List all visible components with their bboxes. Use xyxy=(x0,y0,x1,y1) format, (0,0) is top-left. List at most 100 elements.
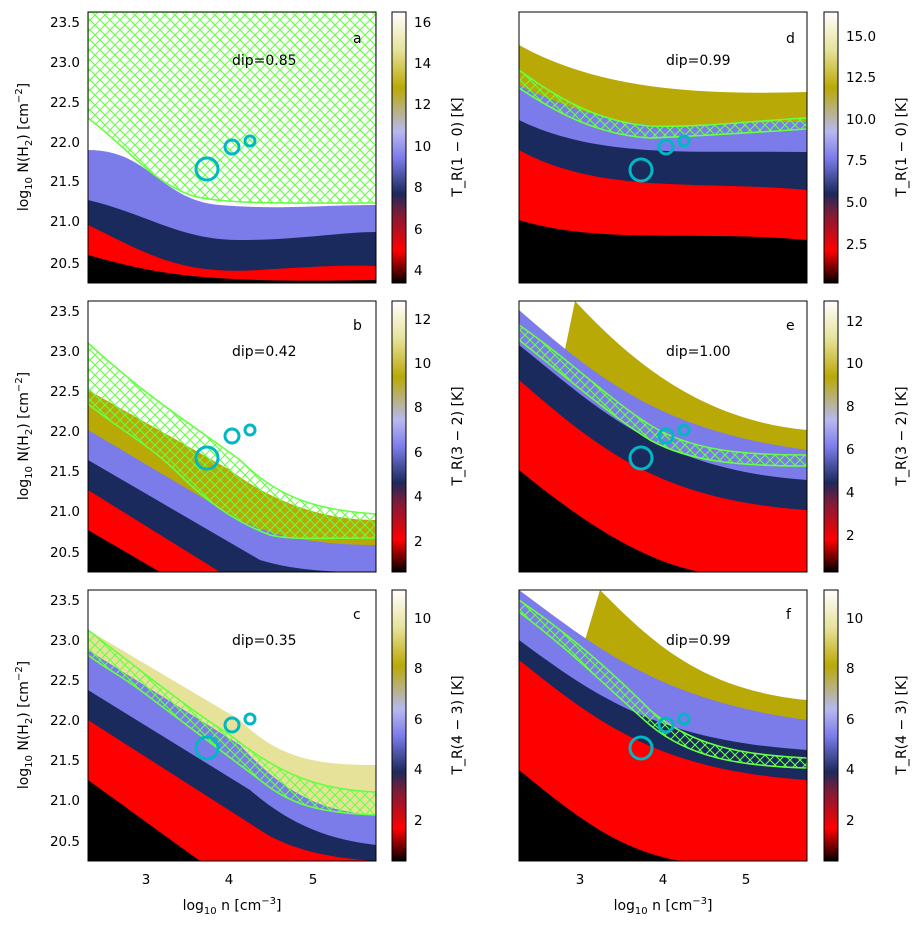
cbar-tick: 2.5 xyxy=(846,237,867,253)
x-axis-label-right: log10 n [cm−3] xyxy=(614,896,713,917)
x-axis-label-left: log10 n [cm−3] xyxy=(183,896,282,917)
panel-letter-c: c xyxy=(353,607,361,623)
xtick-label: 4 xyxy=(225,872,234,888)
panel-f: dip=0.99 f 3 4 5 2 4 6 8 10 T_R(4 − 3) [… xyxy=(518,589,910,888)
ytick-label: 22.0 xyxy=(50,135,80,151)
hatch-band-b xyxy=(88,341,376,540)
heatmap-e-field-5 xyxy=(519,470,700,572)
panel-letter-d: d xyxy=(786,31,795,47)
dip-label-a: dip=0.85 xyxy=(232,53,297,69)
hatch-band-a xyxy=(88,12,376,204)
circle-large-e xyxy=(628,445,654,471)
heatmap-a-field-3 xyxy=(88,225,376,283)
panel-letter-a: a xyxy=(353,31,362,47)
circles-a xyxy=(194,134,257,182)
cbar-tick: 4 xyxy=(414,489,423,505)
panel-b: dip=0.42 b 20.5 21.0 21.5 22.0 22.5 23.0… xyxy=(50,300,466,573)
axes-frame-f xyxy=(518,589,808,862)
cbar-tick: 8 xyxy=(414,400,423,416)
colorbar-b-bar xyxy=(391,300,407,573)
panel-letter-b: b xyxy=(353,318,362,334)
dip-label-b: dip=0.42 xyxy=(232,344,297,360)
ytick-label: 21.0 xyxy=(50,214,80,230)
axes-frame-e xyxy=(518,300,808,573)
heatmap-d-field-5 xyxy=(519,220,807,283)
hatch-band-e xyxy=(519,324,807,467)
circle-small-a xyxy=(243,134,257,148)
cbar-tick: 4 xyxy=(846,485,855,501)
cbar-tick: 6 xyxy=(414,222,423,238)
colorbar-label-f: T_R(4 − 3) [K] xyxy=(894,675,910,775)
ytick-label: 21.0 xyxy=(50,504,80,520)
y-axis-label-c: log10 N(H2) [cm−2] xyxy=(14,661,35,789)
circles-b xyxy=(194,423,257,471)
cbar-tick: 12 xyxy=(414,312,431,328)
panel-d: dip=0.99 d 2.5 5.0 7.5 10.0 12.5 15.0 T_… xyxy=(518,11,910,284)
cbar-tick: 10 xyxy=(414,139,431,155)
hatch-band-d xyxy=(519,69,807,139)
yticks-b: 20.5 21.0 21.5 22.0 22.5 23.0 23.5 xyxy=(50,304,80,561)
colorbar-e-bar xyxy=(823,300,839,573)
xticks-c: 3 4 5 xyxy=(142,872,318,888)
ytick-label: 22.5 xyxy=(50,95,80,111)
xtick-label: 5 xyxy=(742,872,751,888)
heatmap-c-field-5 xyxy=(88,780,200,861)
heatmap-f-field-4 xyxy=(519,660,807,861)
colorbar-b: 2 4 6 8 10 12 T_R(3 − 2) [K] xyxy=(391,300,466,573)
cbar-tick: 8 xyxy=(846,399,855,415)
heatmap-b-field-5 xyxy=(88,530,160,572)
circle-large-d xyxy=(628,157,654,183)
heatmap-a-field-4 xyxy=(88,255,376,283)
panel-a: dip=0.85 a 20.5 21.0 21.5 22.0 22.5 23.0… xyxy=(50,11,466,284)
cbar-tick: 6 xyxy=(414,712,423,728)
cbar-tick: 10 xyxy=(414,356,431,372)
cbar-tick: 15.0 xyxy=(846,29,876,45)
yticks-c: 20.5 21.0 21.5 22.0 22.5 23.0 23.5 xyxy=(50,593,80,850)
cbar-tick: 2 xyxy=(414,813,423,829)
cbar-tick: 12 xyxy=(846,314,863,330)
cbar-tick: 16 xyxy=(414,15,431,31)
circle-small-b xyxy=(243,423,257,437)
cbar-tick: 10.0 xyxy=(846,112,876,128)
xtick-label: 3 xyxy=(142,872,151,888)
cbar-tick: 2 xyxy=(846,528,855,544)
cbar-tick: 10 xyxy=(414,611,431,627)
xtick-label: 4 xyxy=(659,872,668,888)
cbar-tick: 6 xyxy=(846,442,855,458)
circle-small-c xyxy=(243,712,257,726)
colorbar-label-a: T_R(1 − 0) [K] xyxy=(450,97,466,197)
colorbar-label-d: T_R(1 − 0) [K] xyxy=(894,97,910,197)
colorbar-a: 4 6 8 10 12 14 16 T_R(1 − 0) [K] xyxy=(391,11,466,284)
circle-medium-e xyxy=(657,427,675,445)
dip-label-f: dip=0.99 xyxy=(666,633,731,649)
heatmap-c-field-4 xyxy=(88,720,376,861)
panel-letter-f: f xyxy=(786,607,792,623)
circles-e xyxy=(628,423,691,471)
cbar-tick: 7.5 xyxy=(846,153,867,169)
circles-c xyxy=(194,712,257,761)
xtick-label: 5 xyxy=(309,872,318,888)
panel-e: dip=1.00 e 2 4 6 8 10 12 T_R(3 − 2) [K] xyxy=(518,300,910,573)
ytick-label: 21.5 xyxy=(50,464,80,480)
circles-f xyxy=(628,712,691,761)
ytick-label: 23.5 xyxy=(50,304,80,320)
ytick-label: 22.5 xyxy=(50,673,80,689)
colorbar-f-bar xyxy=(823,589,839,862)
circles-d xyxy=(628,134,691,183)
cbar-tick: 8 xyxy=(414,661,423,677)
cbar-tick: 12 xyxy=(414,97,431,113)
colorbar-c: 2 4 6 8 10 T_R(4 − 3) [K] xyxy=(391,589,466,862)
ytick-label: 22.0 xyxy=(50,713,80,729)
colorbar-label-c: T_R(4 − 3) [K] xyxy=(450,675,466,775)
panel-c: dip=0.35 c 20.5 21.0 21.5 22.0 22.5 23.0… xyxy=(50,589,466,888)
colorbar-label-b: T_R(3 − 2) [K] xyxy=(450,386,466,486)
ytick-label: 20.5 xyxy=(50,545,80,561)
cbar-tick: 6 xyxy=(846,712,855,728)
ytick-label: 23.0 xyxy=(50,633,80,649)
yticks-a: 20.5 21.0 21.5 22.0 22.5 23.0 23.5 xyxy=(50,15,80,272)
ytick-label: 20.5 xyxy=(50,834,80,850)
xtick-label: 3 xyxy=(576,872,585,888)
ytick-label: 23.5 xyxy=(50,593,80,609)
cbar-tick: 10 xyxy=(846,356,863,372)
